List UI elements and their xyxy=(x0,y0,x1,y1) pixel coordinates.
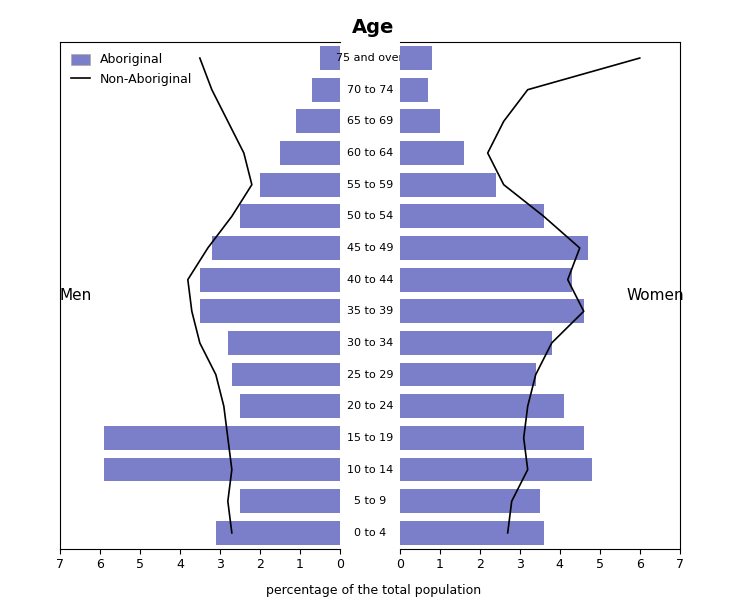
Text: 65 to 69: 65 to 69 xyxy=(347,116,393,127)
Text: Age: Age xyxy=(353,18,394,37)
Text: 30 to 34: 30 to 34 xyxy=(347,338,393,348)
Bar xyxy=(260,173,340,197)
Bar xyxy=(212,236,340,260)
Bar xyxy=(320,46,340,70)
Bar xyxy=(400,426,583,450)
Text: 0 to 4: 0 to 4 xyxy=(353,528,386,538)
Text: 50 to 54: 50 to 54 xyxy=(347,211,393,221)
Bar xyxy=(400,331,552,355)
Bar xyxy=(400,490,539,513)
Text: 70 to 74: 70 to 74 xyxy=(347,84,393,95)
Text: 20 to 24: 20 to 24 xyxy=(347,401,393,411)
Legend: Aboriginal, Non-Aboriginal: Aboriginal, Non-Aboriginal xyxy=(66,48,197,90)
Bar xyxy=(400,204,544,228)
Text: 10 to 14: 10 to 14 xyxy=(347,464,393,475)
Bar xyxy=(400,458,592,481)
Bar xyxy=(400,300,583,323)
Bar xyxy=(400,110,440,133)
Bar xyxy=(216,521,340,545)
Text: 45 to 49: 45 to 49 xyxy=(347,243,393,253)
Text: Women: Women xyxy=(627,288,684,303)
Bar xyxy=(240,204,340,228)
Bar xyxy=(104,426,340,450)
Text: 60 to 64: 60 to 64 xyxy=(347,148,393,158)
Bar xyxy=(400,394,564,418)
Bar xyxy=(400,173,496,197)
Bar xyxy=(400,363,536,387)
Bar xyxy=(240,394,340,418)
Bar xyxy=(228,331,340,355)
Bar xyxy=(400,236,588,260)
Bar xyxy=(312,78,340,101)
Text: 25 to 29: 25 to 29 xyxy=(347,370,393,380)
Text: percentage of the total population: percentage of the total population xyxy=(266,584,481,597)
Bar xyxy=(400,521,544,545)
Bar xyxy=(104,458,340,481)
Bar xyxy=(400,46,432,70)
Bar xyxy=(199,268,340,291)
Text: 75 and over: 75 and over xyxy=(336,53,403,63)
Text: 35 to 39: 35 to 39 xyxy=(347,306,393,317)
Bar xyxy=(280,141,340,165)
Text: 15 to 19: 15 to 19 xyxy=(347,433,393,443)
Bar xyxy=(296,110,340,133)
Bar xyxy=(232,363,340,387)
Bar xyxy=(400,141,464,165)
Text: 55 to 59: 55 to 59 xyxy=(347,180,393,190)
Bar xyxy=(400,78,427,101)
Text: 5 to 9: 5 to 9 xyxy=(353,496,386,507)
Bar xyxy=(240,490,340,513)
Text: 40 to 44: 40 to 44 xyxy=(347,274,393,285)
Bar xyxy=(400,268,571,291)
Bar xyxy=(199,300,340,323)
Text: Men: Men xyxy=(60,288,92,303)
